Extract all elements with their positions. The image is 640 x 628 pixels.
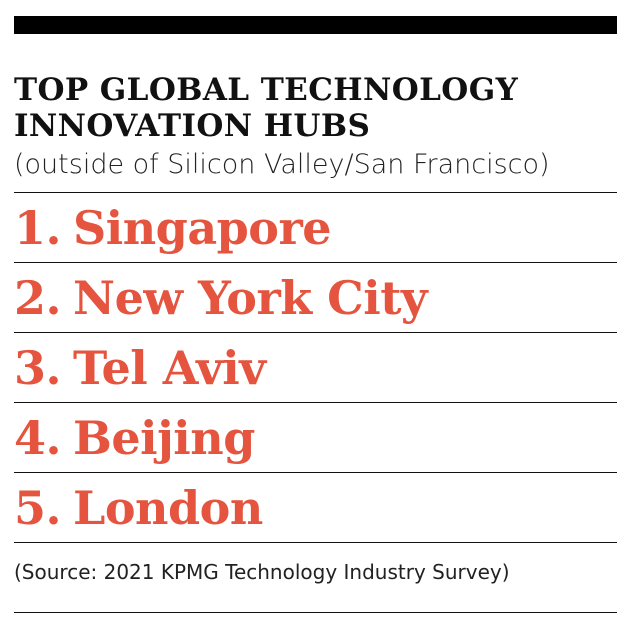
- rank-number: 5.: [14, 480, 62, 535]
- list-item-singapore: 1. Singapore: [14, 193, 617, 263]
- subtitle: (outside of Silicon Valley/San Francisco…: [14, 149, 550, 180]
- hub-ranking-list: 1. Singapore 2. New York City 3. Tel Avi…: [14, 192, 617, 543]
- city-name: New York City: [73, 270, 428, 325]
- top-bar: [14, 16, 617, 34]
- list-item-london: 5. London: [14, 473, 617, 543]
- rank-number: 1.: [14, 200, 62, 255]
- city-name: Beijing: [73, 410, 255, 465]
- title-line-1: TOP GLOBAL TECHNOLOGY: [14, 72, 519, 108]
- list-item-beijing: 4. Beijing: [14, 403, 617, 473]
- source-note: (Source: 2021 KPMG Technology Industry S…: [14, 560, 510, 584]
- list-item-tel-aviv: 3. Tel Aviv: [14, 333, 617, 403]
- city-name: London: [73, 480, 263, 535]
- bottom-divider: [14, 612, 617, 613]
- infographic-panel: TOP GLOBAL TECHNOLOGY INNOVATION HUBS (o…: [14, 16, 617, 585]
- city-name: Tel Aviv: [73, 340, 266, 395]
- rank-number: 3.: [14, 340, 62, 395]
- page-title: TOP GLOBAL TECHNOLOGY INNOVATION HUBS: [14, 72, 617, 144]
- title-line-2: INNOVATION HUBS: [14, 108, 371, 144]
- rank-number: 2.: [14, 270, 62, 325]
- rank-number: 4.: [14, 410, 62, 465]
- list-item-new-york-city: 2. New York City: [14, 263, 617, 333]
- city-name: Singapore: [73, 200, 331, 255]
